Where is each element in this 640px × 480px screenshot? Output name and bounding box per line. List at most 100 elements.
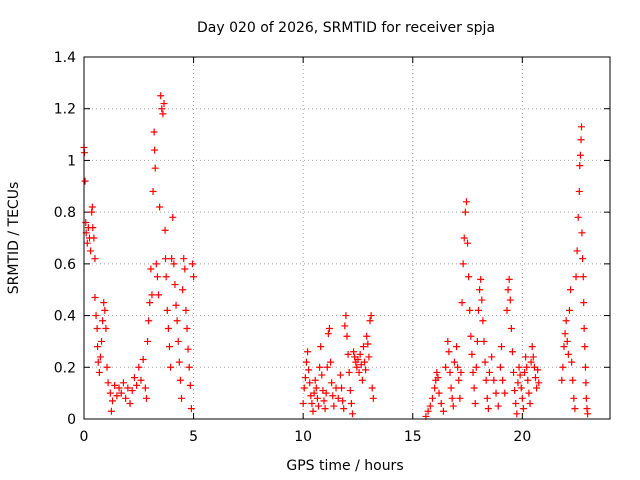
- data-point: [101, 306, 109, 314]
- data-point: [178, 394, 186, 402]
- y-tick-label: 1.2: [54, 102, 76, 118]
- data-point: [318, 371, 326, 379]
- data-point: [567, 286, 575, 294]
- data-point: [115, 384, 123, 392]
- data-point: [458, 299, 466, 307]
- data-point: [345, 368, 353, 376]
- x-tick-label: 0: [80, 429, 89, 445]
- data-point: [442, 363, 450, 371]
- data-point: [159, 110, 167, 118]
- data-point: [464, 239, 472, 247]
- data-point: [476, 286, 484, 294]
- data-point: [141, 384, 149, 392]
- data-point: [108, 397, 116, 405]
- data-point: [524, 376, 532, 384]
- data-point: [95, 368, 103, 376]
- data-point: [145, 317, 153, 325]
- data-point: [363, 332, 371, 340]
- data-point: [107, 407, 115, 415]
- data-point: [521, 368, 529, 376]
- data-point: [167, 363, 175, 371]
- data-point: [512, 399, 520, 407]
- data-point: [577, 136, 585, 144]
- data-point: [366, 317, 374, 325]
- plot-frame: [83, 56, 611, 420]
- data-point: [513, 410, 521, 418]
- data-point: [433, 368, 441, 376]
- data-point: [581, 343, 589, 351]
- data-point: [473, 337, 481, 345]
- data-point: [431, 384, 439, 392]
- data-point: [82, 218, 90, 226]
- data-point: [479, 317, 487, 325]
- data-point: [329, 392, 337, 400]
- data-point: [343, 332, 351, 340]
- data-point: [434, 374, 442, 382]
- data-point: [460, 234, 468, 242]
- data-point: [346, 387, 354, 395]
- data-point: [161, 226, 169, 234]
- data-point: [325, 325, 333, 332]
- data-point: [482, 376, 490, 384]
- data-point: [162, 255, 170, 263]
- data-point: [560, 343, 568, 351]
- data-point: [568, 358, 576, 366]
- data-point: [358, 376, 366, 384]
- data-point: [578, 229, 586, 237]
- data-point: [122, 394, 130, 402]
- data-point: [148, 291, 156, 299]
- data-point: [350, 348, 358, 356]
- data-point: [505, 275, 513, 283]
- data-point: [449, 402, 457, 410]
- data-point: [92, 312, 100, 320]
- y-tick-label: 0.8: [54, 205, 76, 221]
- data-point: [571, 405, 579, 413]
- data-point: [94, 358, 102, 366]
- data-point: [321, 405, 329, 413]
- data-point: [344, 350, 352, 358]
- data-point: [355, 368, 363, 376]
- data-point: [186, 381, 194, 389]
- data-point: [81, 177, 89, 185]
- data-point: [576, 162, 584, 170]
- data-point: [572, 273, 580, 281]
- data-point: [174, 337, 182, 345]
- data-point: [364, 340, 372, 348]
- data-point: [454, 363, 462, 371]
- data-point: [562, 317, 570, 325]
- data-point: [104, 379, 112, 387]
- data-point: [579, 273, 587, 281]
- data-point: [470, 384, 478, 392]
- x-tick-label: 20: [513, 429, 531, 445]
- data-point: [483, 394, 491, 402]
- data-point: [563, 337, 571, 345]
- data-points: [80, 92, 592, 420]
- data-point: [453, 343, 461, 351]
- data-point: [435, 389, 443, 397]
- data-point: [368, 384, 376, 392]
- data-point: [324, 330, 332, 338]
- data-point: [439, 407, 447, 415]
- data-point: [456, 394, 464, 402]
- data-point: [183, 325, 191, 332]
- data-point: [317, 343, 325, 351]
- data-point: [111, 381, 119, 389]
- data-point: [579, 255, 587, 263]
- data-point: [488, 353, 496, 361]
- data-point: [179, 286, 187, 294]
- data-point: [180, 255, 188, 263]
- data-point: [308, 399, 316, 407]
- data-point: [471, 399, 479, 407]
- data-point: [188, 260, 196, 268]
- data-point: [157, 92, 165, 100]
- data-point: [517, 384, 525, 392]
- data-point: [316, 363, 324, 371]
- data-point: [342, 312, 350, 320]
- data-point: [334, 394, 342, 402]
- data-point: [88, 208, 96, 216]
- data-point: [162, 273, 170, 281]
- data-point: [361, 358, 369, 366]
- data-point: [359, 343, 367, 351]
- data-point: [151, 146, 159, 154]
- data-point: [91, 255, 99, 263]
